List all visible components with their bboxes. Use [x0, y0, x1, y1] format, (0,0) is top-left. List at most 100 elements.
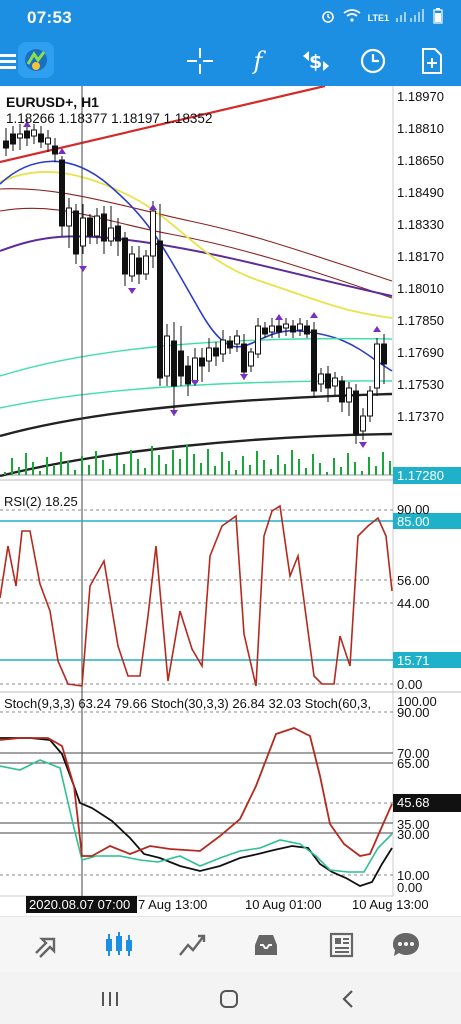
volume-bar-19	[137, 459, 139, 475]
volume-bar-25	[179, 459, 181, 475]
candle-body-6	[45, 137, 51, 145]
volume-bar-52	[368, 457, 370, 475]
volume-bar-5	[39, 471, 41, 475]
volume-bar-54	[382, 452, 384, 475]
candle-body-22	[157, 240, 163, 379]
candle-body-20	[143, 255, 149, 275]
ohlc-label: 1.18266 1.18377 1.18197 1.18352	[6, 111, 213, 126]
trade-nav-icon[interactable]	[176, 929, 208, 961]
candle-body-19	[136, 257, 142, 275]
app-logo[interactable]	[18, 42, 54, 78]
candle-body-53	[374, 343, 380, 389]
volume-bar-47	[333, 458, 335, 475]
candle-body-34	[241, 343, 247, 373]
candle-body-47	[332, 377, 338, 387]
candle-body-16	[115, 225, 121, 242]
candle-body-8	[59, 159, 65, 227]
volume-bar-23	[165, 464, 167, 475]
volume-bar-27	[193, 454, 195, 475]
volume-bar-24	[172, 450, 174, 475]
fractal-arrows	[23, 121, 381, 448]
rsi-tick-4: 15.71	[397, 653, 430, 668]
volume-bar-18	[130, 450, 132, 475]
candle-body-10	[73, 210, 79, 255]
menu-icon[interactable]	[0, 45, 22, 77]
indicators-icon[interactable]: f	[253, 47, 263, 75]
volume-bar-14	[102, 460, 104, 475]
stoch-tick-7: 10.00	[397, 868, 430, 883]
up-arrow-3	[275, 314, 283, 320]
rsi-tick-3: 44.00	[397, 596, 430, 611]
bottom-navigation	[0, 916, 461, 972]
crosshair-time-label: 2020.08.07 07:00	[29, 897, 131, 912]
time-label-2: 10 Aug 01:00	[245, 897, 322, 912]
stoch-tick-6: 30.00	[397, 827, 430, 842]
ma-yellow	[0, 171, 393, 319]
messages-icon[interactable]	[390, 929, 422, 961]
candle-body-52	[367, 390, 373, 417]
volume-bar-53	[375, 466, 377, 475]
candle-body-40	[283, 323, 289, 329]
home-icon[interactable]	[214, 986, 244, 1012]
trade-icon[interactable]: $	[300, 45, 332, 77]
candle-body-45	[318, 373, 324, 385]
ma-black-upper	[0, 392, 393, 438]
symbol-label: EURUSD+, H1	[6, 94, 99, 110]
timeframe-icon[interactable]	[357, 45, 389, 77]
alarm-icon	[320, 8, 336, 27]
recent-apps-icon[interactable]	[95, 986, 125, 1012]
candle-body-51	[360, 415, 366, 432]
volume-bar-43	[305, 468, 307, 475]
volume-bar-6	[46, 457, 48, 475]
volume-bar-55	[389, 461, 391, 475]
down-arrow-0	[79, 266, 87, 272]
price-tick-6: 1.18010	[397, 281, 444, 296]
chart-area[interactable]: EURUSD+, H1 1.18266 1.18377 1.18197 1.18…	[0, 86, 461, 916]
volume-bar-38	[270, 469, 272, 475]
news-icon[interactable]	[325, 929, 357, 961]
network-label: LTE1	[367, 12, 389, 23]
price-tick-4: 1.18330	[397, 217, 444, 232]
history-icon[interactable]	[250, 929, 282, 961]
add-object-icon[interactable]	[416, 45, 448, 77]
up-arrow-0	[23, 121, 31, 127]
volume-bar-31	[221, 452, 223, 475]
crosshair-icon[interactable]	[184, 45, 216, 77]
rsi-tick-1: 85.00	[397, 514, 430, 529]
ma-black-lower	[0, 432, 393, 478]
rsi-tick-5: 0.00	[397, 677, 423, 692]
wifi-icon	[343, 9, 361, 26]
volume-bar-22	[158, 455, 160, 475]
chart-canvas[interactable]	[0, 86, 461, 916]
stoch-slow-line	[0, 727, 393, 857]
volume-bar-39	[277, 455, 279, 475]
quotes-icon[interactable]	[30, 929, 62, 961]
volume-bar-48	[340, 467, 342, 475]
status-time: 07:53	[27, 8, 72, 27]
chart-icon[interactable]	[103, 929, 135, 961]
volume-bar-9	[67, 461, 69, 475]
volume-bar-10	[74, 470, 76, 475]
candle-body-41	[290, 325, 296, 333]
rsi-tick-0: 90.00	[397, 502, 430, 517]
battery-icon	[433, 8, 443, 27]
ma-dark-red-upper	[0, 188, 393, 282]
volume-bar-4	[32, 462, 34, 475]
volume-bar-45	[319, 463, 321, 475]
candle-body-0	[3, 140, 9, 149]
volume-bar-51	[361, 471, 363, 475]
price-tick-8: 1.17690	[397, 345, 444, 360]
ma-dark-red-lower	[0, 207, 393, 299]
stoch-tick-3: 65.00	[397, 756, 430, 771]
candle-body-24	[171, 340, 177, 387]
price-tick-1: 1.18810	[397, 121, 444, 136]
volume-bar-42	[298, 459, 300, 475]
volume-bar-13	[95, 451, 97, 475]
candle-body-7	[52, 145, 58, 155]
volume-bar-8	[60, 452, 62, 475]
system-navigation	[0, 972, 461, 1024]
candle-body-4	[31, 129, 37, 137]
back-icon[interactable]	[334, 986, 364, 1012]
candle-body-27	[192, 357, 198, 383]
candle-body-32	[227, 340, 233, 349]
